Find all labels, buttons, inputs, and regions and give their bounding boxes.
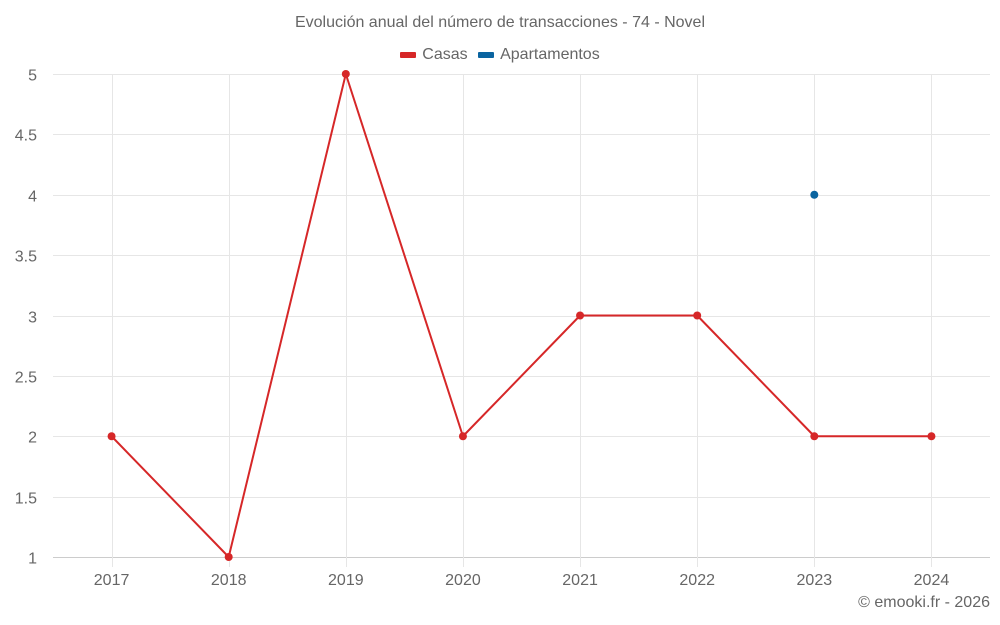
x-tick-label: 2017 bbox=[94, 572, 130, 589]
data-point[interactable] bbox=[576, 311, 585, 320]
y-tick-label: 5 bbox=[28, 68, 37, 85]
data-point[interactable] bbox=[810, 190, 819, 199]
x-axis: 2017 2018 2019 2020 2021 2022 2023 2024 bbox=[94, 572, 950, 589]
x-tick-label: 2024 bbox=[914, 572, 950, 589]
x-tick-label: 2021 bbox=[562, 572, 598, 589]
y-axis: 1 1.5 2 2.5 3 3.5 4 4.5 5 bbox=[15, 68, 37, 568]
data-point[interactable] bbox=[224, 553, 233, 561]
legend-item-apartamentos[interactable]: Apartamentos bbox=[478, 46, 600, 64]
data-point[interactable] bbox=[107, 432, 116, 441]
legend-swatch-apartamentos bbox=[478, 52, 495, 58]
y-tick-label: 1.5 bbox=[15, 491, 37, 508]
data-point[interactable] bbox=[341, 70, 350, 78]
y-tick-label: 3.5 bbox=[15, 249, 37, 266]
y-tick-label: 2 bbox=[28, 430, 37, 447]
legend-swatch-casas bbox=[400, 52, 417, 58]
data-series bbox=[107, 70, 936, 561]
chart-title: Evolución anual del número de transaccio… bbox=[294, 14, 705, 31]
x-tick-label: 2018 bbox=[211, 572, 247, 589]
y-tick-label: 3 bbox=[28, 310, 37, 327]
legend-label-apartamentos: Apartamentos bbox=[500, 46, 600, 63]
y-tick-label: 2.5 bbox=[15, 370, 37, 387]
legend-item-casas[interactable]: Casas bbox=[400, 46, 468, 64]
x-tick-label: 2022 bbox=[679, 572, 715, 589]
x-tick-label: 2023 bbox=[797, 572, 833, 589]
credit-text: © emooki.fr - 2026 bbox=[858, 594, 990, 611]
data-point[interactable] bbox=[693, 311, 702, 320]
y-tick-label: 4 bbox=[28, 189, 37, 206]
data-point[interactable] bbox=[927, 432, 936, 441]
series-line bbox=[110, 73, 932, 558]
x-tick-label: 2019 bbox=[328, 572, 364, 589]
x-tick-label: 2020 bbox=[445, 572, 481, 589]
y-tick-label: 4.5 bbox=[15, 128, 37, 145]
chart-legend: Casas Apartamentos bbox=[0, 45, 1000, 64]
legend-label-casas: Casas bbox=[422, 46, 468, 63]
y-tick-label: 1 bbox=[28, 551, 37, 568]
data-point[interactable] bbox=[458, 432, 467, 441]
grid-lines bbox=[53, 74, 990, 567]
data-point[interactable] bbox=[810, 432, 819, 441]
